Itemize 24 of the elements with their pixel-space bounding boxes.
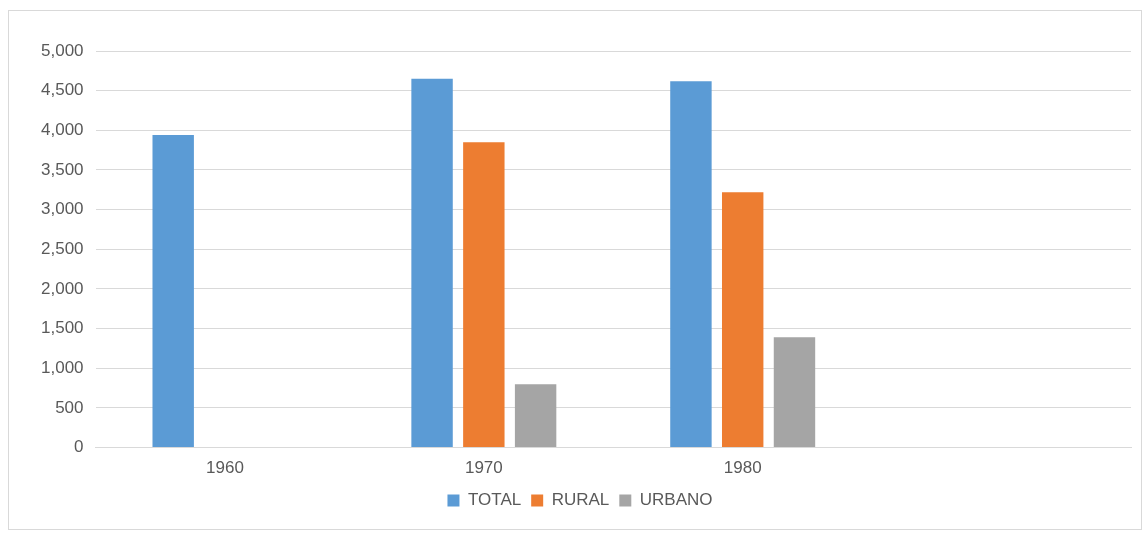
legend-label: TOTAL <box>467 490 522 510</box>
legend-label: URBANO <box>639 490 713 510</box>
y-tick-label: 2,000 <box>40 278 84 298</box>
y-tick-label: 3,000 <box>40 199 84 219</box>
y-tick-label: 0 <box>74 437 84 457</box>
y-tick-label: 2,500 <box>40 238 84 258</box>
bar <box>463 142 505 448</box>
y-tick-label: 1,000 <box>40 357 84 377</box>
bar <box>152 135 194 448</box>
x-tick-label: 1970 <box>464 458 503 478</box>
bar <box>411 78 453 448</box>
y-tick-label: 500 <box>55 397 84 417</box>
x-tick-label: 1980 <box>723 458 762 478</box>
y-tick-label: 3,500 <box>40 159 84 179</box>
bar <box>773 337 816 448</box>
y-tick-label: 4,000 <box>40 120 84 140</box>
legend-label: RURAL <box>551 490 610 510</box>
y-tick-label: 4,500 <box>40 80 84 100</box>
bar <box>670 81 712 448</box>
bar <box>721 192 764 448</box>
y-tick-label: 1,500 <box>40 318 84 338</box>
bar <box>514 384 557 448</box>
y-tick-label: 5,000 <box>40 40 84 60</box>
x-tick-label: 1960 <box>206 458 244 478</box>
